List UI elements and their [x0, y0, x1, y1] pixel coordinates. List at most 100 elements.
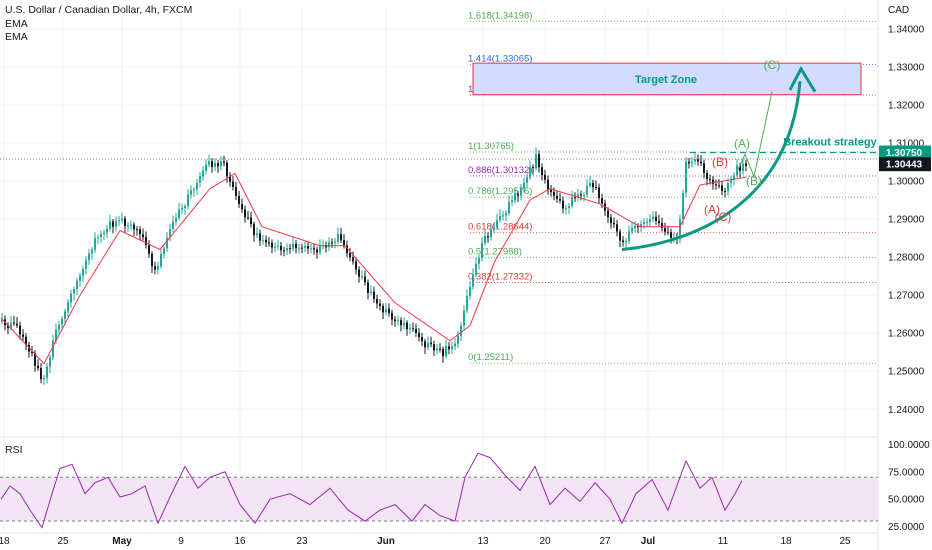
candle-body — [565, 207, 567, 209]
candle-body — [310, 248, 312, 250]
candle-body — [532, 166, 534, 169]
candle-body — [373, 291, 375, 299]
candle-body — [595, 187, 597, 189]
candle-body — [304, 246, 306, 248]
candle-body — [262, 239, 264, 241]
candle-body — [52, 340, 54, 358]
candle-body — [400, 320, 402, 326]
candle-body — [406, 322, 408, 330]
candle-body — [658, 220, 660, 224]
chart-legend: U.S. Dollar / Canadian Dollar, 4h, FXCM … — [5, 4, 192, 45]
candle-body — [340, 234, 342, 241]
wave-label: (A) — [704, 202, 720, 216]
candle-body — [244, 209, 246, 218]
candle-body — [382, 305, 384, 313]
candle-body — [424, 341, 426, 348]
candle-body — [214, 163, 216, 167]
candle-body — [226, 162, 228, 177]
candle-body — [199, 176, 201, 183]
candle-body — [193, 189, 195, 191]
candle-body — [625, 240, 627, 243]
price-label-tag — [879, 145, 931, 160]
candle-body — [241, 203, 243, 210]
candle-body — [34, 353, 36, 366]
candle-body — [16, 323, 18, 326]
candle-body — [412, 328, 414, 330]
candle-body — [583, 194, 585, 196]
wave-label: (C) — [715, 210, 732, 224]
candle-body — [283, 250, 285, 252]
rsi-tick-label: 75.0000 — [888, 467, 925, 478]
candle-body — [472, 274, 474, 287]
rsi-title[interactable]: RSI — [5, 444, 23, 456]
candle-body — [196, 182, 198, 190]
candle-body — [217, 163, 219, 167]
candle-body — [277, 245, 279, 247]
symbol-title[interactable]: U.S. Dollar / Canadian Dollar, 4h, FXCM — [5, 4, 193, 16]
candle-body — [544, 174, 546, 180]
candle-body — [646, 221, 648, 223]
wave-label: (A) — [734, 137, 750, 151]
candle-body — [265, 239, 267, 243]
candle-body — [460, 325, 462, 336]
candle-body — [502, 215, 504, 217]
candle-body — [337, 234, 339, 242]
candle-body — [136, 229, 138, 231]
candle-body — [670, 232, 672, 238]
candle-body — [343, 240, 345, 246]
candle-body — [634, 225, 636, 228]
candle-body — [7, 325, 9, 329]
candle-body — [523, 182, 525, 189]
candle-body — [280, 245, 282, 251]
candle-body — [430, 342, 432, 345]
candle-body — [628, 231, 630, 241]
candle-body — [40, 368, 42, 380]
candle-body — [580, 194, 582, 196]
candle-body — [154, 266, 156, 270]
candle-body — [370, 291, 372, 294]
candle-body — [706, 172, 708, 179]
ema-indicator-2[interactable]: EMA — [5, 31, 28, 43]
candle-body — [103, 232, 105, 235]
candle-body — [709, 178, 711, 180]
candle-body — [727, 182, 729, 192]
time-tick-label: 18 — [0, 536, 10, 547]
candle-body — [607, 210, 609, 218]
candle-body — [301, 247, 303, 249]
candle-body — [403, 322, 405, 326]
candle-body — [142, 234, 144, 238]
price-tick-label: 1.31000 — [888, 139, 925, 150]
ema-indicator-1[interactable]: EMA — [5, 17, 28, 30]
candle-body — [694, 159, 696, 162]
fib-level-label: 1(1.30765) — [468, 141, 514, 152]
candle-body — [319, 246, 321, 253]
candle-body — [571, 197, 573, 207]
candle-body — [598, 187, 600, 199]
candle-body — [349, 253, 351, 258]
breakout-strategy-label: Breakout strategy — [783, 137, 877, 149]
candle-body — [100, 234, 102, 238]
candle-body — [484, 236, 486, 244]
candle-body — [409, 328, 411, 330]
candle-body — [145, 237, 147, 246]
candle-body — [112, 221, 114, 227]
candle-body — [94, 238, 96, 250]
candle-body — [118, 220, 120, 222]
fib-level-label: 0(1.25211) — [468, 352, 513, 363]
candle-body — [250, 217, 252, 225]
candle-body — [475, 263, 477, 275]
candle-body — [76, 280, 78, 289]
price-label-tag — [879, 157, 931, 172]
candle-body — [514, 193, 516, 201]
candle-body — [529, 166, 531, 178]
wave-label: (C) — [764, 58, 781, 72]
candle-body — [637, 225, 639, 227]
price-tick-label: 1.26000 — [888, 329, 925, 340]
candle-body — [73, 288, 75, 294]
candle-body — [187, 194, 189, 207]
candle-body — [85, 260, 87, 269]
candle-body — [286, 247, 288, 251]
candle-body — [616, 224, 618, 232]
candle-body — [169, 229, 171, 238]
